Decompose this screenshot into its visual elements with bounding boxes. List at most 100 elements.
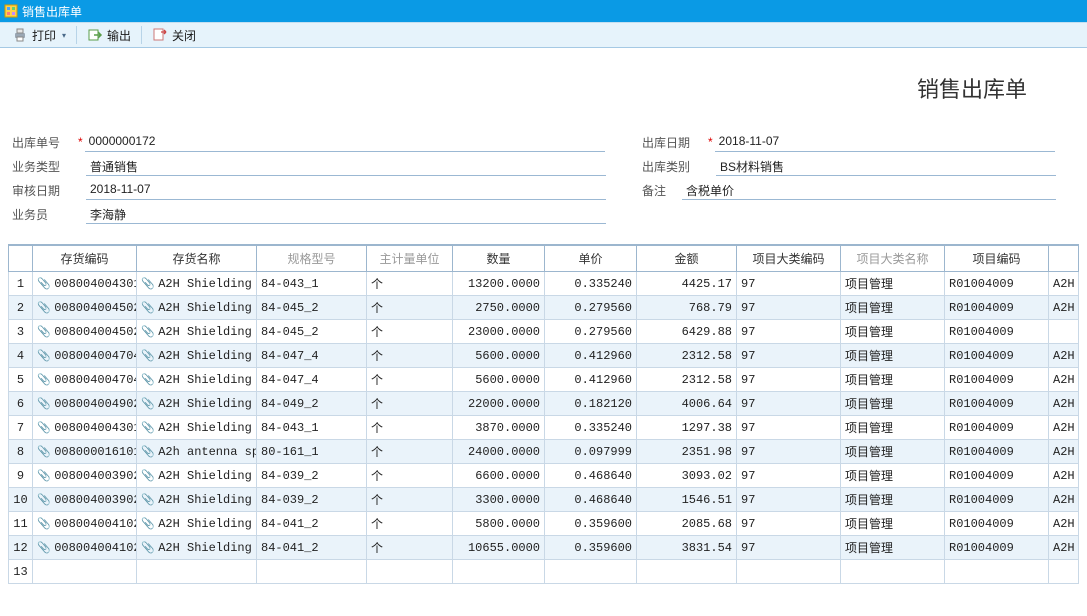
- proj-code-cell[interactable]: R01004009: [945, 440, 1049, 464]
- row-number[interactable]: 4: [9, 344, 33, 368]
- amount-cell[interactable]: 6429.88: [637, 320, 737, 344]
- inv-name-cell[interactable]: [137, 560, 257, 584]
- inv-name-cell[interactable]: 📎 A2H Shielding fe..: [137, 464, 257, 488]
- proj-code-cell[interactable]: R01004009: [945, 368, 1049, 392]
- inv-name-cell[interactable]: 📎 A2H Shielding fe..: [137, 488, 257, 512]
- uom-cell[interactable]: 个: [367, 344, 453, 368]
- price-cell[interactable]: 0.359600: [545, 512, 637, 536]
- inv-code-cell[interactable]: 📎 008004004102: [33, 512, 137, 536]
- column-header-price[interactable]: 单价: [545, 246, 637, 272]
- table-row[interactable]: 8📎 008000016101📎 A2h antenna spring80-16…: [9, 440, 1079, 464]
- column-header-uom[interactable]: 主计量单位: [367, 246, 453, 272]
- extra-cell[interactable]: A2H: [1049, 272, 1079, 296]
- qty-cell[interactable]: 2750.0000: [453, 296, 545, 320]
- inv-code-cell[interactable]: 📎 008004003902: [33, 488, 137, 512]
- amount-cell[interactable]: 1546.51: [637, 488, 737, 512]
- proj-cat-name-cell[interactable]: 项目管理: [841, 392, 945, 416]
- proj-cat-name-cell[interactable]: 项目管理: [841, 416, 945, 440]
- proj-cat-code-cell[interactable]: [737, 560, 841, 584]
- proj-cat-code-cell[interactable]: 97: [737, 320, 841, 344]
- row-number[interactable]: 3: [9, 320, 33, 344]
- qty-cell[interactable]: 10655.0000: [453, 536, 545, 560]
- column-header-proj_cat_name[interactable]: 项目大类名称: [841, 246, 945, 272]
- table-row[interactable]: 9📎 008004003902📎 A2H Shielding fe..84-03…: [9, 464, 1079, 488]
- export-button[interactable]: 输出: [81, 25, 137, 46]
- uom-cell[interactable]: 个: [367, 368, 453, 392]
- spec-cell[interactable]: [257, 560, 367, 584]
- table-row[interactable]: 13: [9, 560, 1079, 584]
- inv-code-cell[interactable]: 📎 008004004704: [33, 368, 137, 392]
- spec-cell[interactable]: 84-039_2: [257, 488, 367, 512]
- proj-code-cell[interactable]: R01004009: [945, 320, 1049, 344]
- price-cell[interactable]: 0.468640: [545, 488, 637, 512]
- extra-cell[interactable]: A2H: [1049, 296, 1079, 320]
- inv-code-cell[interactable]: 📎 008004004502: [33, 296, 137, 320]
- uom-cell[interactable]: 个: [367, 392, 453, 416]
- proj-cat-name-cell[interactable]: 项目管理: [841, 368, 945, 392]
- row-number[interactable]: 6: [9, 392, 33, 416]
- column-header-proj_cat_code[interactable]: 项目大类编码: [737, 246, 841, 272]
- proj-cat-name-cell[interactable]: 项目管理: [841, 440, 945, 464]
- remark-field[interactable]: 含税单价: [682, 180, 1056, 200]
- uom-cell[interactable]: 个: [367, 440, 453, 464]
- table-row[interactable]: 7📎 008004004301📎 A2H Shielding fe..84-04…: [9, 416, 1079, 440]
- amount-cell[interactable]: 2351.98: [637, 440, 737, 464]
- uom-cell[interactable]: 个: [367, 320, 453, 344]
- inv-name-cell[interactable]: 📎 A2H Shielding fe..: [137, 344, 257, 368]
- row-number[interactable]: 8: [9, 440, 33, 464]
- table-row[interactable]: 12📎 008004004102📎 A2H Shielding fe..84-0…: [9, 536, 1079, 560]
- inv-code-cell[interactable]: 📎 008000016101: [33, 440, 137, 464]
- inv-name-cell[interactable]: 📎 A2H Shielding fe..: [137, 368, 257, 392]
- spec-cell[interactable]: 84-043_1: [257, 416, 367, 440]
- spec-cell[interactable]: 84-047_4: [257, 368, 367, 392]
- qty-cell[interactable]: 5800.0000: [453, 512, 545, 536]
- table-row[interactable]: 3📎 008004004502📎 A2H Shielding fe..84-04…: [9, 320, 1079, 344]
- amount-cell[interactable]: [637, 560, 737, 584]
- uom-cell[interactable]: 个: [367, 296, 453, 320]
- proj-cat-name-cell[interactable]: 项目管理: [841, 272, 945, 296]
- column-header-inv_name[interactable]: 存货名称: [137, 246, 257, 272]
- proj-code-cell[interactable]: R01004009: [945, 512, 1049, 536]
- proj-code-cell[interactable]: R01004009: [945, 464, 1049, 488]
- column-header-inv_code[interactable]: 存货编码: [33, 246, 137, 272]
- uom-cell[interactable]: 个: [367, 488, 453, 512]
- amount-cell[interactable]: 2312.58: [637, 344, 737, 368]
- proj-code-cell[interactable]: [945, 560, 1049, 584]
- price-cell[interactable]: 0.182120: [545, 392, 637, 416]
- inv-name-cell[interactable]: 📎 A2H Shielding fe..: [137, 392, 257, 416]
- spec-cell[interactable]: 80-161_1: [257, 440, 367, 464]
- spec-cell[interactable]: 84-047_4: [257, 344, 367, 368]
- inv-name-cell[interactable]: 📎 A2h antenna spring: [137, 440, 257, 464]
- data-grid[interactable]: 存货编码存货名称规格型号主计量单位数量单价金额项目大类编码项目大类名称项目编码 …: [8, 245, 1079, 584]
- amount-cell[interactable]: 3831.54: [637, 536, 737, 560]
- proj-code-cell[interactable]: R01004009: [945, 296, 1049, 320]
- proj-cat-code-cell[interactable]: 97: [737, 488, 841, 512]
- extra-cell[interactable]: A2H: [1049, 488, 1079, 512]
- spec-cell[interactable]: 84-039_2: [257, 464, 367, 488]
- proj-code-cell[interactable]: R01004009: [945, 536, 1049, 560]
- proj-cat-name-cell[interactable]: 项目管理: [841, 296, 945, 320]
- proj-cat-code-cell[interactable]: 97: [737, 416, 841, 440]
- row-number[interactable]: 11: [9, 512, 33, 536]
- extra-cell[interactable]: A2H: [1049, 392, 1079, 416]
- price-cell[interactable]: 0.468640: [545, 464, 637, 488]
- column-header-spec[interactable]: 规格型号: [257, 246, 367, 272]
- biz-type-field[interactable]: 普通销售: [86, 156, 606, 176]
- qty-cell[interactable]: 5600.0000: [453, 344, 545, 368]
- proj-cat-name-cell[interactable]: 项目管理: [841, 512, 945, 536]
- extra-cell[interactable]: A2H: [1049, 536, 1079, 560]
- uom-cell[interactable]: 个: [367, 512, 453, 536]
- table-row[interactable]: 10📎 008004003902📎 A2H Shielding fe..84-0…: [9, 488, 1079, 512]
- row-number[interactable]: 13: [9, 560, 33, 584]
- inv-name-cell[interactable]: 📎 A2H Shielding fe..: [137, 272, 257, 296]
- close-button[interactable]: 关闭: [146, 25, 202, 46]
- table-row[interactable]: 6📎 008004004902📎 A2H Shielding fe..84-04…: [9, 392, 1079, 416]
- spec-cell[interactable]: 84-041_2: [257, 512, 367, 536]
- proj-code-cell[interactable]: R01004009: [945, 392, 1049, 416]
- extra-cell[interactable]: A2H: [1049, 440, 1079, 464]
- spec-cell[interactable]: 84-043_1: [257, 272, 367, 296]
- proj-cat-name-cell[interactable]: 项目管理: [841, 536, 945, 560]
- proj-cat-name-cell[interactable]: [841, 560, 945, 584]
- inv-name-cell[interactable]: 📎 A2H Shielding fe..: [137, 296, 257, 320]
- column-header-row[interactable]: [9, 246, 33, 272]
